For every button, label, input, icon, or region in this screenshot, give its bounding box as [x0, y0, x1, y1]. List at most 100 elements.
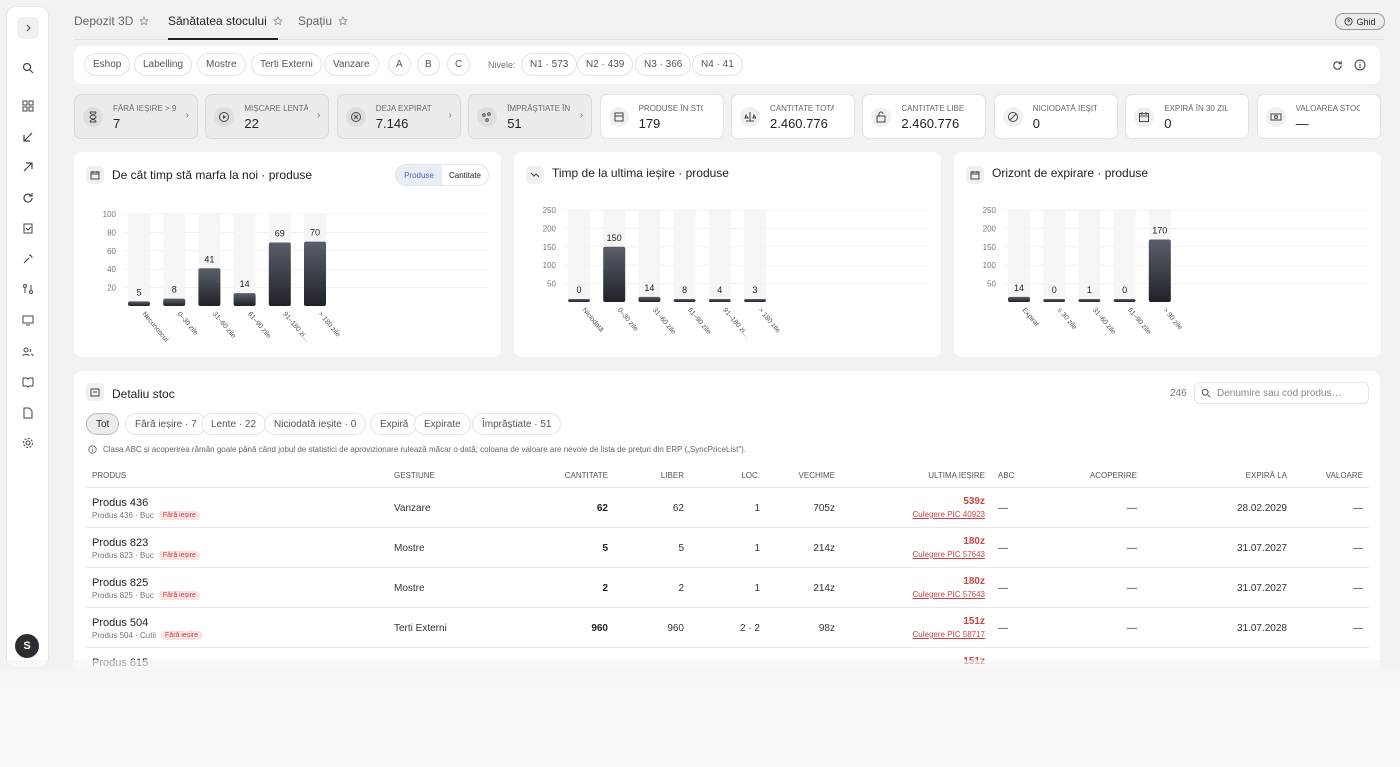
expira-la-cell: 31.07.2027 [1236, 543, 1287, 554]
column-header[interactable]: Ultima ieșire [928, 471, 985, 480]
y-tick-label: 50 [987, 280, 996, 289]
filter-chip-level-n1[interactable]: N1 · 573 [521, 53, 578, 76]
sidebar-item-livrare[interactable] [17, 156, 39, 178]
filter-tab[interactable]: Fără ieșire · 7 [125, 413, 207, 435]
calendar-icon [966, 166, 984, 184]
data-label: 0 [1052, 285, 1057, 295]
kpi-label: Împrăștiate în … [507, 104, 571, 113]
product-name: Produs 504 [92, 617, 149, 629]
y-tick-label: 200 [543, 224, 557, 233]
active-tab-indicator [168, 38, 278, 40]
filter-chip-mostre[interactable]: Mostre [197, 53, 246, 76]
table-row[interactable]: Produs 823 Produs 823 · Buc Fără ieșire Mos… [74, 528, 1380, 568]
sidebar-item-setari[interactable] [17, 432, 39, 454]
chevron-right-icon: › [579, 110, 584, 121]
ultima-iesire-link[interactable]: Culegere PIC 57643 [912, 550, 986, 559]
column-header[interactable]: Liber [660, 471, 684, 480]
sidebar-item-unelte[interactable] [17, 248, 39, 270]
filter-tab[interactable]: Împrăștiate · 51 [472, 413, 562, 435]
sidebar-item-receptie[interactable] [17, 126, 39, 148]
kpi-tile[interactable]: Deja expirat 7.146 › [336, 94, 461, 139]
avatar[interactable]: S [15, 634, 39, 658]
filter-chip-abc-a[interactable]: A [388, 53, 411, 76]
tools-icon [23, 254, 33, 264]
chevron-right-icon: › [448, 110, 452, 121]
chart-title: De cât timp stă marfa la noi · produse [112, 168, 313, 182]
info-button[interactable] [1353, 58, 1367, 72]
loc-cell: 1 [754, 503, 760, 514]
ultima-iesire-link[interactable]: Culegere PIC 40923 [912, 510, 986, 519]
sidebar-item-ghid[interactable] [17, 371, 39, 393]
filter-chip-abc-c[interactable]: C [447, 53, 471, 76]
product-code-unit: Produs 825 · Buc [92, 591, 154, 600]
sidebar-item-documente[interactable] [17, 402, 39, 424]
sidebar-toggle-button[interactable] [17, 17, 39, 39]
kpi-value: 51 [507, 116, 522, 131]
star-icon[interactable] [272, 16, 283, 26]
ultima-iesire-link[interactable]: Culegere PIC 57643 [912, 590, 986, 599]
data-label: 4 [717, 285, 722, 295]
sidebar-item-sync[interactable] [17, 187, 39, 209]
kpi-tile[interactable]: Împrăștiate în … 51 › [468, 94, 593, 139]
filter-tab[interactable]: Expiră [370, 413, 419, 435]
table-row[interactable]: Produs 504 Produs 504 · Cutii Fără ieșire T… [74, 608, 1380, 648]
column-header[interactable]: Valoare [1325, 471, 1363, 480]
filter-chip-level-n2[interactable]: N2 · 439 [577, 53, 634, 76]
ultima-iesire-link[interactable]: Culegere PIC 58717 [912, 630, 986, 639]
chart-mode-toggle: Produse Cantitate [395, 164, 489, 186]
table-row[interactable]: Produs 436 Produs 436 · Buc Fără ieșire Van… [74, 488, 1380, 528]
kpi-tile[interactable]: Mișcare lentă … 22 › [205, 94, 330, 139]
filter-chip-vanzare[interactable]: Vanzare [324, 53, 379, 76]
lock-open-icon [871, 107, 892, 127]
box-icon [608, 107, 629, 127]
filter-chip-labelling[interactable]: Labelling [134, 53, 193, 76]
y-tick-label: 100 [983, 261, 997, 270]
x-tick-label: > 180 zile [316, 311, 341, 339]
filter-chip-terti-externi[interactable]: Terti Externi [251, 53, 322, 76]
table-row[interactable]: Produs 825 Produs 825 · Buc Fără ieșire Mos… [74, 568, 1380, 608]
bar-track [128, 214, 150, 306]
star-icon[interactable] [139, 16, 150, 26]
column-header[interactable]: ABC [998, 471, 1015, 480]
kpi-tile[interactable]: Fără ieșire > 9… 7 › [74, 94, 198, 139]
filter-tab[interactable]: Expirate [414, 413, 471, 435]
sidebar-item-inventar[interactable] [17, 217, 39, 239]
tab-spatiu[interactable]: Spațiu [298, 14, 348, 28]
column-header[interactable]: Vechime [798, 471, 835, 480]
tab-depozit-3d[interactable]: Depozit 3D [74, 14, 150, 28]
acoperire-cell: — [1127, 503, 1137, 514]
ghid-button[interactable]: Ghid [1335, 13, 1385, 30]
refresh-button[interactable] [1330, 58, 1344, 72]
filter-chip-level-n4[interactable]: N4 · 41 [692, 53, 743, 76]
filter-chip-eshop[interactable]: Eshop [84, 53, 131, 76]
gestiune-cell: Mostre [394, 583, 425, 594]
detail-title: Detaliu stoc [112, 387, 175, 401]
gestiune-cell: Terti Externi [394, 623, 447, 634]
vechime-cell: 98z [818, 623, 835, 634]
y-tick-label: 100 [103, 210, 117, 219]
data-label: 8 [682, 285, 687, 295]
y-tick-label: 250 [543, 206, 557, 215]
column-header[interactable]: Loc. [741, 471, 760, 480]
column-header[interactable]: Acoperire [1089, 471, 1137, 480]
sidebar-item-utilizatori[interactable] [17, 341, 39, 363]
sidebar-item-rute[interactable] [17, 278, 39, 300]
column-header[interactable]: Gestiune [394, 471, 435, 480]
column-header[interactable]: Produs [92, 471, 127, 480]
filter-tab[interactable]: Niciodată ieșite · 0 [264, 413, 367, 435]
sidebar-item-dashboard[interactable] [17, 95, 39, 117]
column-header[interactable]: Expiră la [1245, 471, 1287, 480]
column-header[interactable]: Cantitate [564, 471, 608, 480]
filter-chip-level-n3[interactable]: N3 · 366 [635, 53, 692, 76]
star-icon[interactable] [338, 16, 348, 26]
search-input[interactable] [1217, 387, 1357, 399]
tab-sanatatea-stocului[interactable]: Sănătatea stocului [168, 14, 283, 28]
filter-tab[interactable]: Lente · 22 [201, 413, 267, 435]
filter-tab[interactable]: Tot [86, 413, 120, 435]
sidebar-search-button[interactable] [17, 57, 39, 79]
filter-chip-abc-b[interactable]: B [417, 53, 440, 76]
seg-cantitate[interactable]: Cantitate [448, 170, 482, 180]
seg-produse[interactable]: Produse [396, 165, 442, 185]
sidebar-item-monitor[interactable] [17, 309, 39, 331]
x-tick-label: 0–30 zile [176, 311, 199, 337]
